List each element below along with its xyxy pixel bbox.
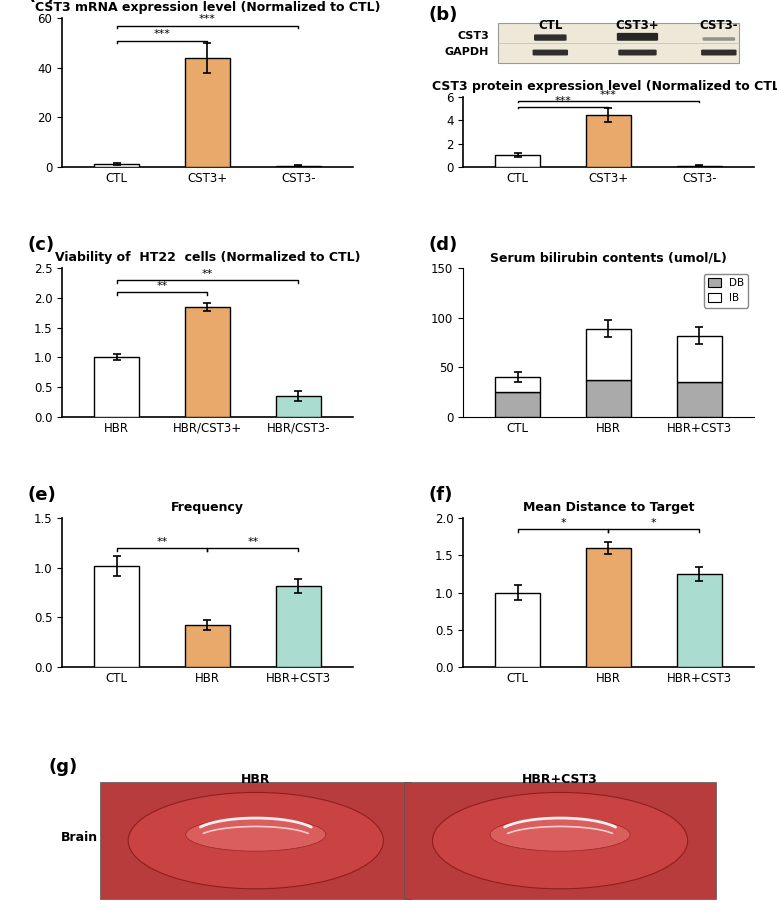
Text: CST3: CST3 <box>458 31 490 41</box>
Text: (c): (c) <box>27 236 54 254</box>
Title: CST3 mRNA expression level (Normalized to CTL): CST3 mRNA expression level (Normalized t… <box>35 1 380 15</box>
FancyBboxPatch shape <box>702 37 735 41</box>
Bar <box>185 625 230 666</box>
Ellipse shape <box>490 818 630 851</box>
Text: **: ** <box>202 269 213 279</box>
Text: **: ** <box>156 537 168 547</box>
Text: CTL: CTL <box>538 19 563 32</box>
Text: HBR+CST3: HBR+CST3 <box>522 773 598 786</box>
FancyBboxPatch shape <box>617 33 658 41</box>
Title: CST3 protein expression level (Normalized to CTL): CST3 protein expression level (Normalize… <box>431 80 777 93</box>
Text: (e): (e) <box>27 486 56 504</box>
Bar <box>94 164 139 167</box>
Bar <box>586 548 631 666</box>
Text: ***: *** <box>199 15 216 25</box>
Text: (g): (g) <box>48 758 78 775</box>
Text: (b): (b) <box>428 5 458 24</box>
Bar <box>276 396 321 416</box>
Text: **: ** <box>156 281 168 291</box>
Text: *: * <box>560 519 566 529</box>
Title: Mean Distance to Target: Mean Distance to Target <box>523 501 694 514</box>
Text: GAPDH: GAPDH <box>445 47 490 57</box>
Bar <box>495 155 540 167</box>
Bar <box>276 585 321 666</box>
Bar <box>677 336 722 382</box>
Bar <box>405 782 716 899</box>
Bar <box>677 382 722 416</box>
Bar <box>495 593 540 666</box>
FancyBboxPatch shape <box>498 23 739 63</box>
Bar <box>677 574 722 666</box>
FancyBboxPatch shape <box>534 35 566 41</box>
Title: Serum bilirubin contents (umol/L): Serum bilirubin contents (umol/L) <box>490 251 726 265</box>
Text: CST3+: CST3+ <box>615 19 659 32</box>
Bar <box>94 566 139 666</box>
Text: (f): (f) <box>428 486 453 504</box>
Text: **: ** <box>247 537 259 547</box>
Title: Viability of  HT22  cells (Normalized to CTL): Viability of HT22 cells (Normalized to C… <box>54 251 361 265</box>
Text: (d): (d) <box>428 236 458 254</box>
Text: ***: *** <box>600 90 617 100</box>
Bar <box>586 380 631 416</box>
Text: ***: *** <box>555 96 571 106</box>
Bar <box>495 377 540 392</box>
FancyBboxPatch shape <box>618 49 657 56</box>
Bar <box>586 329 631 380</box>
Bar <box>495 392 540 416</box>
Ellipse shape <box>128 792 383 889</box>
Title: Frequency: Frequency <box>171 501 244 514</box>
Bar <box>185 58 230 167</box>
Bar <box>586 115 631 167</box>
Text: HBR: HBR <box>241 773 270 786</box>
Bar <box>677 165 722 167</box>
FancyBboxPatch shape <box>701 49 737 56</box>
FancyBboxPatch shape <box>532 49 568 56</box>
Text: (a): (a) <box>27 0 56 4</box>
Ellipse shape <box>186 818 326 851</box>
Legend: DB, IB: DB, IB <box>704 274 748 308</box>
Bar <box>185 307 230 416</box>
Bar <box>94 357 139 416</box>
Ellipse shape <box>433 792 688 889</box>
Bar <box>100 782 411 899</box>
Text: Brain: Brain <box>61 831 98 845</box>
Text: CST3-: CST3- <box>699 19 738 32</box>
Text: ***: *** <box>154 29 170 39</box>
Text: *: * <box>651 519 657 529</box>
